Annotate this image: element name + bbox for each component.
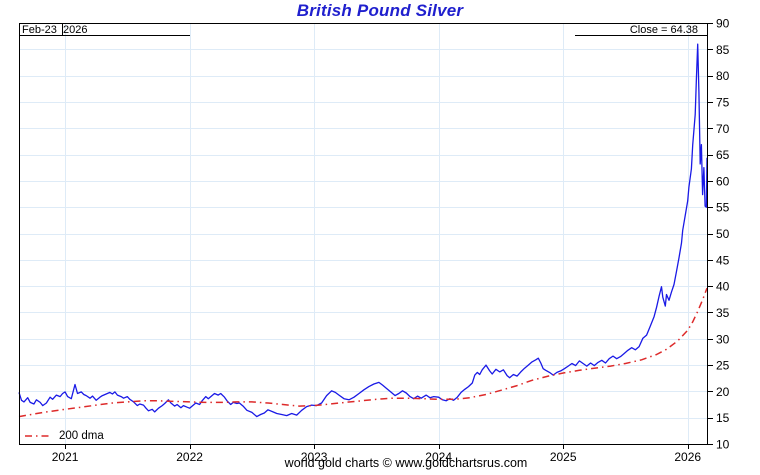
y-tick-label: 15 [716,411,730,425]
as-of-date-label: Feb-23 2026 [22,24,88,36]
x-tick-label: 2024 [425,450,452,464]
y-tick-label: 75 [716,95,730,109]
x-tick-label: 2023 [301,450,328,464]
y-tick-label: 60 [716,174,730,188]
y-tick-label: 90 [716,17,730,31]
y-tick-label: 50 [716,227,730,241]
chart-title: British Pound Silver [296,1,464,20]
y-tick-label: 25 [716,359,730,373]
dma-dashdot-line-icon [25,435,51,437]
y-tick-label: 45 [716,253,730,267]
y-tick-label: 30 [716,332,730,346]
footer-credit: world gold charts © www.goldchartsrus.co… [284,456,528,470]
x-tick-label: 2025 [550,450,577,464]
y-tick-label: 65 [716,148,730,162]
x-tick-label: 2022 [176,450,203,464]
y-tick-label: 85 [716,43,730,57]
y-tick-label: 35 [716,306,730,320]
x-tick-label: 2021 [52,450,79,464]
dma-line [18,287,708,418]
y-tick-label: 40 [716,280,730,294]
close-value-label: Close = 64.38 [629,24,698,36]
y-tick-label: 55 [716,201,730,215]
y-tick-label: 20 [716,385,730,399]
y-tick-label: 80 [716,69,730,83]
legend-200dma: 200 dma [24,430,104,442]
legend-200dma-label: 200 dma [59,430,104,442]
y-tick-label: 10 [716,438,730,452]
price-line [18,43,708,418]
y-tick-label: 70 [716,122,730,136]
x-tick-label: 2026 [674,450,701,464]
